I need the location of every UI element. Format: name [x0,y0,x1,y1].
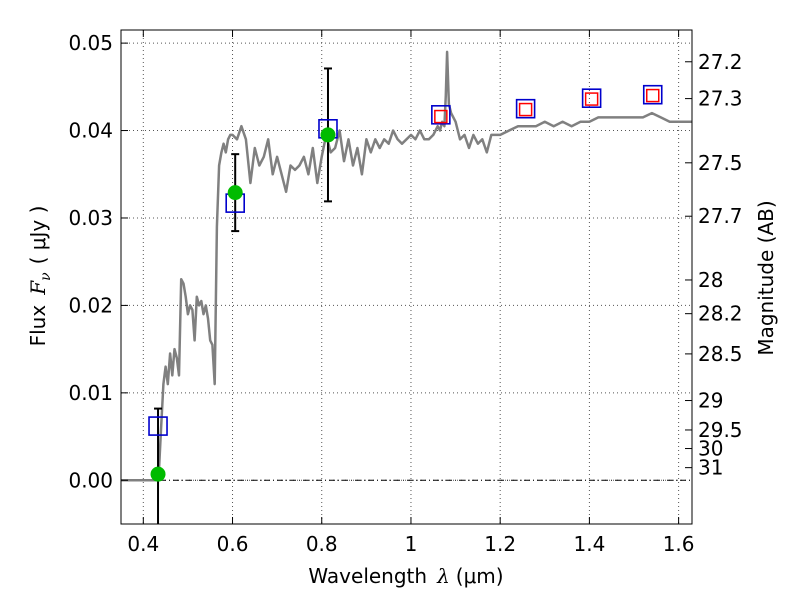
y-tick-label: 0.04 [68,119,113,143]
y-axis-label: Flux Fν ( μJy ) [26,206,54,347]
x-tick-label: 0.4 [127,532,159,556]
y-axis-label-subscript: ν [38,272,54,281]
y-tick-label: 0.00 [68,468,113,492]
magnitude-tick-label: 28.5 [698,342,743,366]
model-photometry-marker [642,84,663,105]
axes-frame [120,29,693,525]
magnitude-tick-label: 27.5 [698,151,743,175]
model-photometry-marker [581,88,602,108]
model-photometry-marker [148,416,168,436]
magnitude-tick-label: 30 [698,437,723,461]
x-tick-label: 1.4 [573,532,605,556]
y-axis-label-unit: ( μJy ) [26,206,50,265]
magnitude-tick-label: 27.7 [698,204,743,228]
model-photometry-marker [515,98,536,119]
y-axis-ticks: 0.00 0.01 0.02 0.03 0.04 0.05 [68,31,128,492]
predicted-photometry-marker [434,109,448,124]
y-axis-label-symbol: F [26,280,50,296]
x-tick-label: 1.6 [663,532,695,556]
magnitude-tick-label: 28 [698,268,723,292]
magnitude-axis-label: Magnitude (AB) [754,200,778,355]
predicted-photometry-marker [645,88,660,103]
model-photometry-series [148,84,663,436]
predicted-photometry-marker [584,92,599,106]
x-tick-label: 0.8 [306,532,338,556]
x-tick-label: 1.2 [484,532,516,556]
x-axis-label: Wavelength λ (μm) [308,564,503,588]
observed-photometry-marker [150,466,166,482]
predicted-photometry-series [434,88,660,124]
y-axis-label-prefix: Flux [26,305,50,347]
x-axis-ticks: 0.4 0.6 0.8 1 1.2 1.4 1.6 [127,30,695,556]
y-tick-label: 0.02 [68,293,113,317]
y-tick-label: 0.03 [68,206,113,230]
magnitude-tick-label: 28.2 [698,302,743,326]
spectrum-line [121,50,692,482]
x-tick-label: 0.6 [217,532,249,556]
y-tick-label: 0.05 [68,31,113,55]
x-axis-label-prefix: Wavelength [308,564,427,588]
spectrum-series [121,50,692,482]
magnitude-tick-label: 31 [698,456,723,480]
x-tick-label: 1 [405,532,418,556]
observed-photometry-marker [320,127,336,143]
model-photometry-marker [431,105,451,125]
magnitude-tick-label: 29.5 [698,418,743,442]
magnitude-tick-label: 29 [698,389,723,413]
observed-photometry-marker [227,185,243,201]
predicted-photometry-marker [518,102,533,117]
x-axis-label-unit: (μm) [456,564,504,588]
y-tick-label: 0.01 [68,381,113,405]
magnitude-tick-label: 27.3 [698,87,743,111]
observed-photometry-series [150,127,336,482]
x-axis-label-symbol: λ [436,564,450,588]
magnitude-tick-label: 27.2 [698,50,743,74]
